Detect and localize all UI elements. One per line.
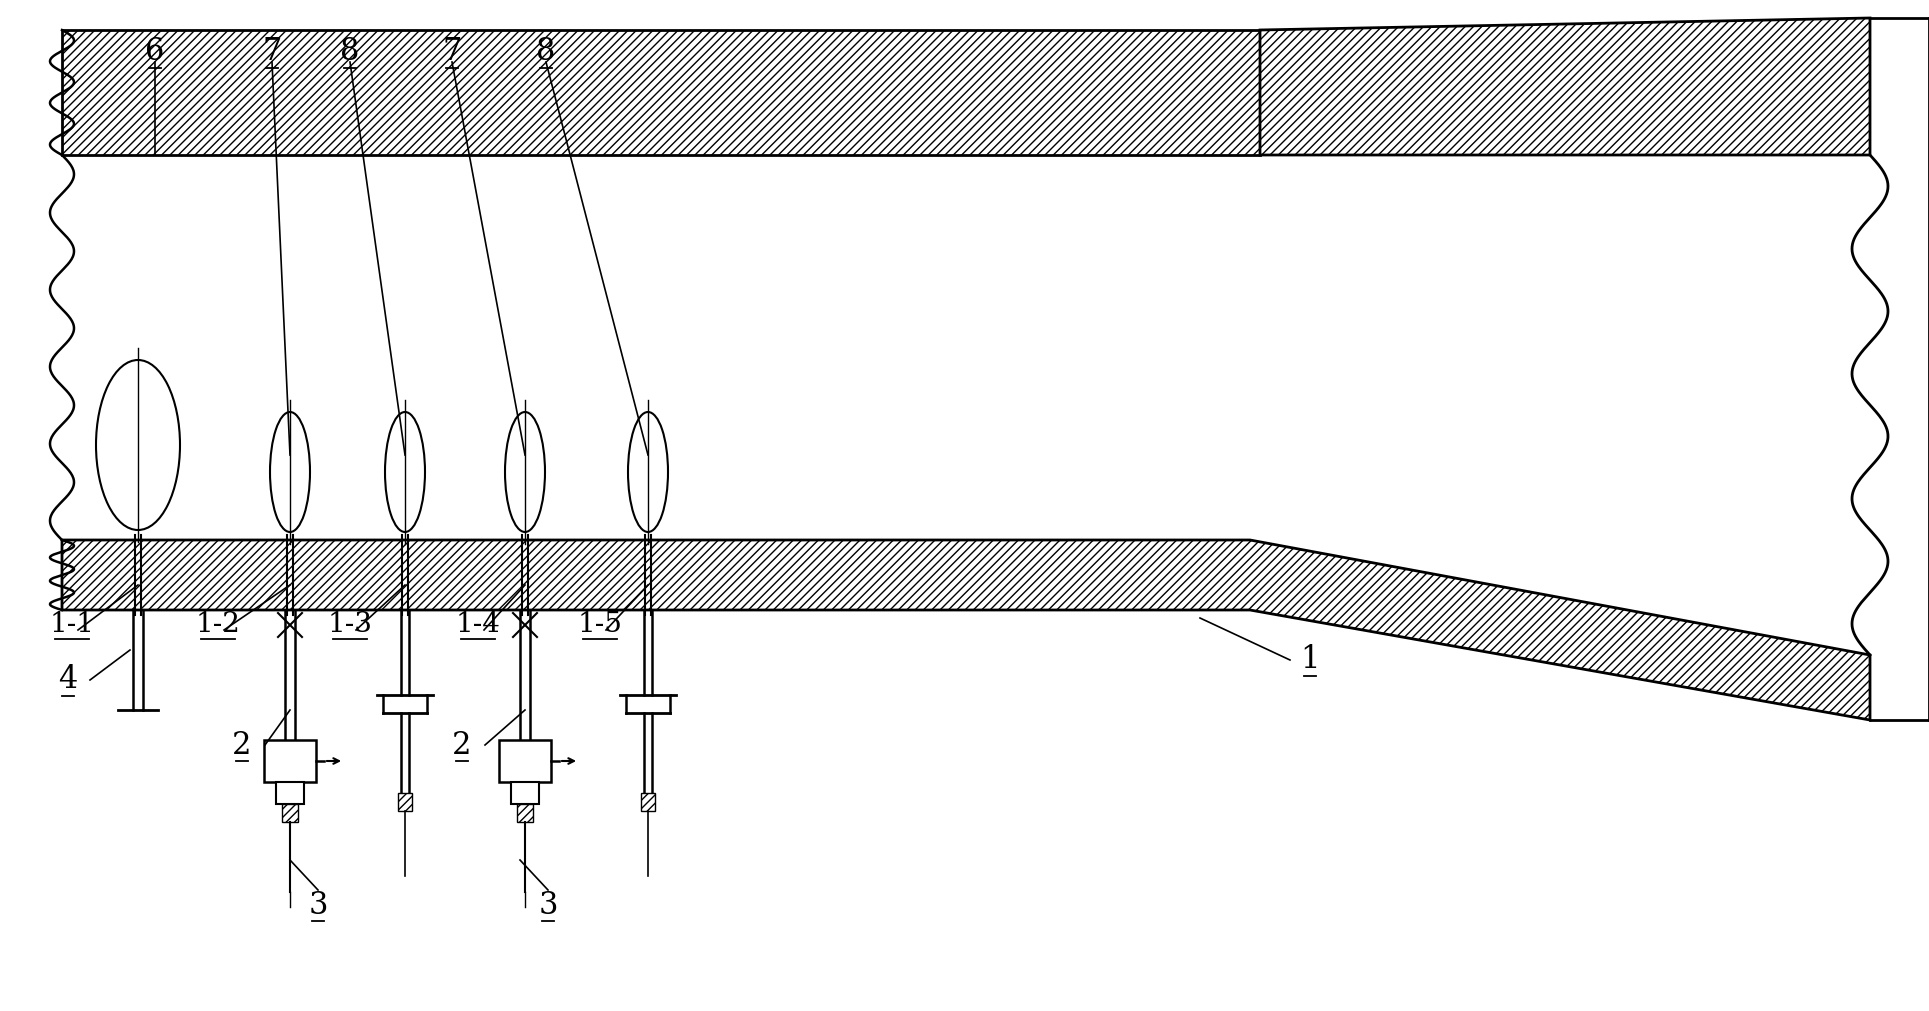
Text: 2: 2: [451, 730, 473, 760]
Bar: [264, 740, 316, 782]
Text: 7: 7: [442, 36, 461, 68]
Polygon shape: [62, 30, 1260, 155]
Text: 3: 3: [538, 890, 557, 920]
Text: 1-4: 1-4: [455, 612, 500, 639]
Text: 8: 8: [536, 36, 556, 68]
Ellipse shape: [270, 412, 311, 532]
Text: 1-5: 1-5: [577, 612, 623, 639]
Ellipse shape: [505, 412, 546, 532]
Text: 3: 3: [309, 890, 328, 920]
Text: 1-3: 1-3: [328, 612, 372, 639]
Text: 1-1: 1-1: [50, 612, 95, 639]
Text: 1: 1: [1300, 644, 1319, 675]
Bar: [640, 793, 656, 811]
Polygon shape: [62, 540, 1869, 720]
Bar: [517, 804, 532, 822]
Ellipse shape: [96, 360, 179, 530]
Text: 8: 8: [340, 36, 359, 68]
Bar: [276, 782, 305, 804]
Ellipse shape: [629, 412, 667, 532]
Bar: [282, 804, 297, 822]
Text: 7: 7: [262, 36, 282, 68]
Text: 1-2: 1-2: [195, 612, 241, 639]
Text: 2: 2: [231, 730, 253, 760]
Text: 6: 6: [145, 36, 164, 68]
Bar: [511, 782, 538, 804]
Bar: [500, 740, 552, 782]
Ellipse shape: [386, 412, 424, 532]
Text: 4: 4: [58, 664, 77, 696]
Polygon shape: [1260, 18, 1869, 155]
Bar: [397, 793, 413, 811]
